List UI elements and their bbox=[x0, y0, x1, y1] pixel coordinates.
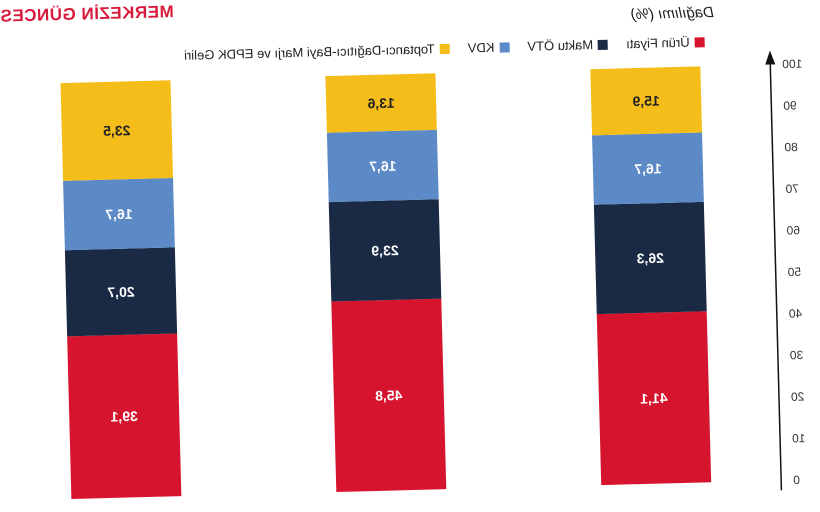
y-tick-label: 50 bbox=[787, 265, 801, 279]
bar-value-label: 45,8 bbox=[375, 387, 403, 404]
bar-segment bbox=[596, 311, 712, 486]
bar-value-label: 23,9 bbox=[371, 242, 399, 259]
y-tick-label: 10 bbox=[792, 431, 806, 445]
bar-segment bbox=[325, 73, 437, 133]
bar-value-label: 16,7 bbox=[634, 160, 662, 177]
y-tick-label: 30 bbox=[789, 348, 803, 362]
bar-segment bbox=[593, 201, 707, 315]
y-tick-label: 100 bbox=[782, 57, 803, 72]
bar-value-label: 26,3 bbox=[636, 250, 664, 267]
y-axis-line bbox=[769, 58, 783, 491]
y-tick-label: 80 bbox=[784, 140, 798, 154]
bar-segment bbox=[60, 80, 174, 181]
bar-segment bbox=[326, 129, 439, 203]
bar-value-label: 23,5 bbox=[103, 122, 131, 139]
bar-segment bbox=[328, 199, 442, 302]
bar-segment bbox=[590, 66, 703, 136]
bar-segment bbox=[592, 132, 704, 205]
bar-value-label: 13,6 bbox=[367, 95, 395, 112]
bar-segment bbox=[67, 333, 182, 499]
bar-value-label: 39,1 bbox=[110, 408, 138, 425]
bar-value-label: 20,7 bbox=[107, 284, 135, 301]
y-tick-label: 90 bbox=[783, 98, 797, 112]
bar-segment bbox=[331, 298, 447, 493]
y-tick-label: 0 bbox=[793, 473, 800, 487]
y-tick-label: 40 bbox=[788, 306, 802, 320]
y-tick-label: 70 bbox=[785, 182, 799, 196]
bar-segment bbox=[63, 177, 175, 251]
y-axis-arrow bbox=[765, 50, 776, 65]
y-tick-label: 20 bbox=[790, 390, 804, 404]
bar-value-label: 16,7 bbox=[105, 206, 133, 223]
bar-value-label: 15,9 bbox=[632, 92, 660, 109]
bar-value-label: 16,7 bbox=[369, 158, 397, 175]
bar-value-label: 41,1 bbox=[640, 390, 668, 407]
y-tick-label: 60 bbox=[786, 223, 800, 237]
bar-segment bbox=[64, 247, 178, 337]
